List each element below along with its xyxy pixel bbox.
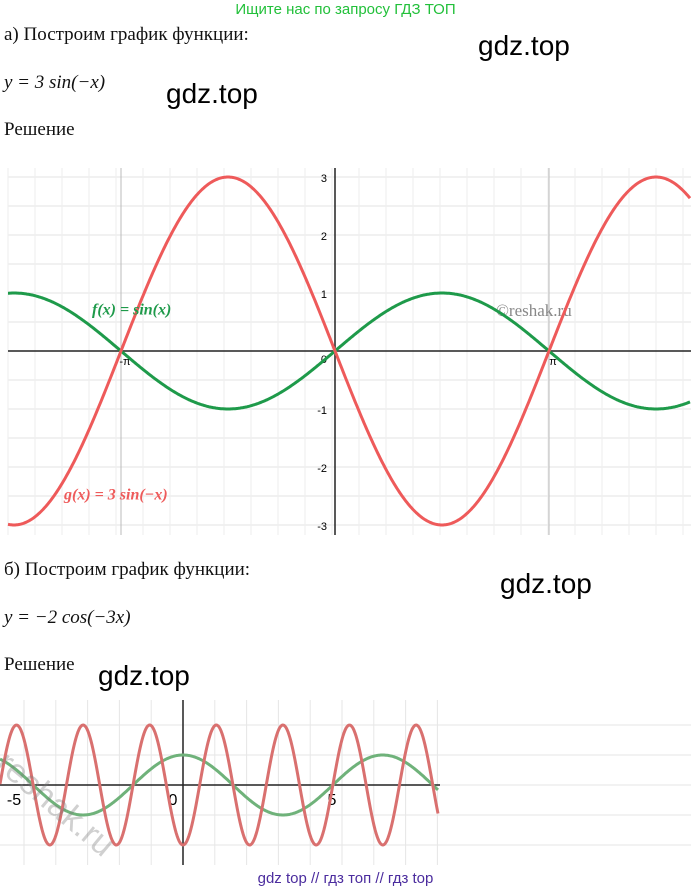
watermark: gdz.top <box>478 30 570 61</box>
curve-label: f(x) = sin(x) <box>92 302 171 319</box>
curve <box>7 175 691 527</box>
watermark: ©reshak.ru <box>496 301 572 320</box>
x-tick-label: -5 <box>7 792 21 809</box>
x-tick-label: π <box>549 356 557 368</box>
solution-label: Решение <box>4 119 75 140</box>
x-tick-label: 0 <box>169 792 178 809</box>
y-tick-label: 2 <box>321 231 327 243</box>
formula: y = −2 cos(−3x) <box>4 607 131 628</box>
y-tick-label: 3 <box>321 173 327 185</box>
curve <box>0 753 440 817</box>
curve <box>0 723 440 847</box>
banner[interactable]: Ищите нас по запросу ГДЗ ТОП <box>235 1 456 18</box>
x-tick-label: -π <box>119 356 131 368</box>
footer-links[interactable]: gdz top // гдз топ // гдз top <box>257 870 434 887</box>
heading: б) Построим график функции: <box>4 559 251 580</box>
heading: а) Построим график функции: <box>4 24 249 45</box>
y-tick-label: -2 <box>317 463 327 475</box>
y-tick-label: -3 <box>317 521 327 533</box>
watermark: gdz.top <box>166 78 258 109</box>
formula: y = 3 sin(−x) <box>4 72 106 93</box>
solution-label: Решение <box>4 654 75 675</box>
curve-label: g(x) = 3 sin(−x) <box>63 487 168 504</box>
y-tick-label: 1 <box>321 289 327 301</box>
y-tick-label: -1 <box>317 405 327 417</box>
x-tick-label: 5 <box>328 792 337 809</box>
watermark: gdz.top <box>500 568 592 599</box>
watermark: gdz.top <box>98 660 190 691</box>
